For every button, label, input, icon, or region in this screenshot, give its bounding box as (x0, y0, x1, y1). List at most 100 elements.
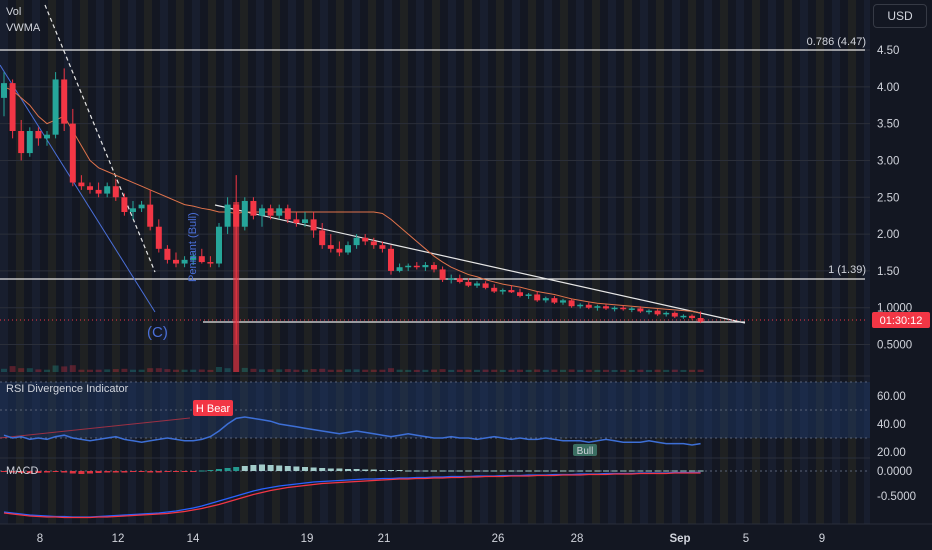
volume-bar (130, 369, 136, 372)
volume-bar (327, 369, 334, 372)
session-stripe (224, 0, 232, 524)
legend-vwma[interactable]: VWMA (6, 22, 41, 34)
session-stripe (624, 0, 632, 524)
candle-body (87, 186, 93, 190)
volume-bar (697, 369, 704, 372)
candle-body (370, 241, 377, 246)
macd-histogram-bar (663, 470, 670, 472)
macd-histogram-bar (181, 471, 188, 472)
candle-body (267, 208, 274, 216)
candle-body (121, 197, 128, 212)
candle-body (448, 278, 455, 280)
volume-bar (69, 365, 76, 372)
candle-body (207, 262, 214, 264)
volume-bar (155, 368, 162, 372)
candle-body (284, 208, 291, 220)
candle-body (52, 79, 59, 135)
legend-vol[interactable]: Vol (6, 6, 22, 18)
macd-histogram-bar (112, 471, 119, 473)
macd-histogram-bar (577, 470, 584, 472)
volume-bar (689, 369, 695, 372)
session-stripe (560, 0, 568, 524)
session-stripe (752, 0, 760, 524)
macd-histogram-bar (250, 465, 257, 471)
volume-bar (345, 369, 351, 372)
rsi-pane-title[interactable]: RSI Divergence Indicator (6, 383, 129, 395)
session-stripe (304, 0, 312, 524)
bear-badge[interactable]: H Bear (193, 400, 233, 416)
macd-tick: 0.0000 (877, 466, 912, 478)
volume-bar (147, 368, 154, 372)
candle-body (680, 315, 687, 318)
candle-body (577, 304, 584, 307)
macd-histogram-bar (388, 470, 394, 471)
volume-bar (224, 368, 231, 372)
candle-body (439, 269, 446, 280)
dashed-trendline[interactable] (44, 4, 156, 273)
volume-bar (138, 369, 145, 372)
session-stripe (512, 0, 520, 524)
candle-body (18, 130, 25, 154)
macd-histogram-bar (611, 470, 618, 472)
macd-tick: -0.5000 (877, 491, 916, 503)
volume-bar (422, 369, 429, 372)
candle-body (302, 219, 308, 224)
pennant-label: Pennant (Bull) (187, 212, 199, 282)
macd-histogram-bar (267, 465, 274, 471)
macd-histogram-bar (121, 471, 128, 473)
session-stripe (272, 0, 280, 524)
macd-histogram-bar (353, 469, 360, 471)
candle-body (379, 245, 386, 249)
bull-badge[interactable]: Bull (573, 444, 597, 457)
volume-bar (370, 369, 377, 372)
macd-histogram-bar (542, 470, 549, 472)
volume-bar (456, 369, 463, 372)
session-stripe (480, 0, 488, 524)
session-stripe (400, 0, 408, 524)
macd-histogram-bar (241, 466, 248, 471)
session-stripe (528, 0, 536, 524)
price-tick: 1.0000 (877, 303, 912, 315)
candle-body (259, 208, 265, 216)
svg-text:H Bear: H Bear (196, 403, 231, 415)
time-tick: Sep (669, 533, 690, 545)
macd-histogram-bar (482, 470, 489, 472)
rsi-line (3, 416, 701, 446)
candle-body (499, 290, 506, 292)
macd-histogram-bar (697, 470, 704, 472)
session-stripe (240, 0, 248, 524)
pennant-upper-line[interactable] (214, 204, 746, 324)
macd-histogram-bar (207, 470, 214, 471)
volume-bar (680, 369, 687, 372)
session-stripe (704, 0, 712, 524)
price-tick: 3.00 (877, 155, 899, 167)
session-stripe (720, 0, 728, 524)
price-axis-ticks: 4.50 4.00 3.50 3.00 2.50 2.00 1.50 1.0000 0.5000… (877, 45, 916, 503)
macd-pane-title[interactable]: MACD (6, 465, 38, 477)
session-stripe (592, 0, 600, 524)
session-stripe (176, 0, 184, 524)
session-stripe (160, 0, 168, 524)
candle-body (181, 259, 188, 264)
session-stripe (112, 0, 120, 524)
macd-histogram-bar (646, 470, 652, 472)
session-stripe (96, 0, 104, 524)
wave-trendline[interactable] (0, 64, 156, 313)
candle-body (654, 310, 661, 315)
rsi-tick: 60.00 (877, 391, 906, 403)
volume-bar (671, 369, 678, 372)
macd-histogram-bar (560, 470, 566, 472)
session-stripe (688, 0, 696, 524)
currency-button[interactable]: USD (873, 4, 927, 28)
time-axis[interactable]: 8 12 14 19 21 26 28 Sep 5 9 (37, 533, 825, 545)
candle-body (551, 298, 558, 303)
session-stripe (832, 0, 840, 524)
volume-bar (577, 369, 584, 372)
price-axis[interactable] (870, 0, 932, 550)
time-tick: 8 (37, 533, 43, 545)
volume-bar (18, 368, 25, 372)
volume-bar (190, 369, 197, 372)
macd-histogram-bar (628, 470, 635, 472)
session-stripe (0, 0, 8, 524)
